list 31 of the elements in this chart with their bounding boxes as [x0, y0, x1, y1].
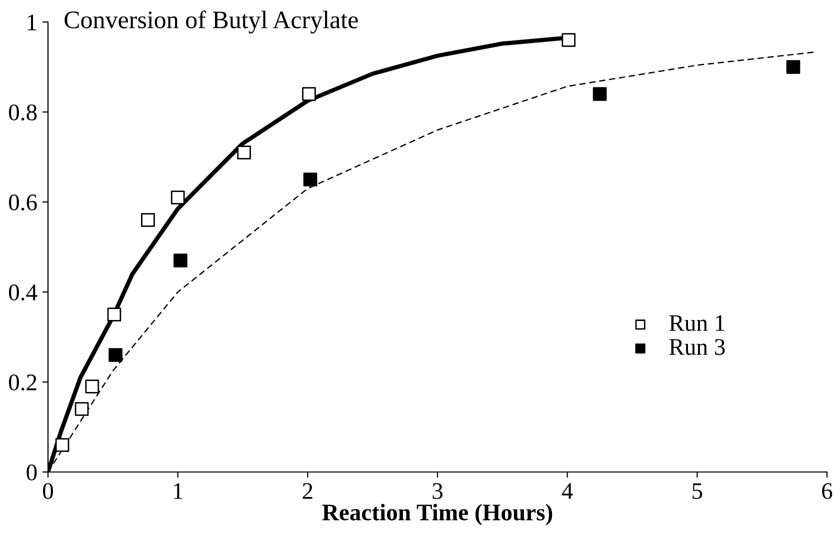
point — [237, 146, 251, 160]
legend-label: Run 3 — [669, 339, 725, 355]
point — [786, 60, 800, 74]
point — [302, 87, 316, 101]
point — [85, 380, 100, 394]
point — [108, 348, 122, 362]
y-tick-label: 0.8 — [8, 104, 37, 121]
point — [170, 190, 185, 204]
point — [303, 172, 318, 186]
point — [592, 87, 607, 101]
y-tick-label: 0 — [26, 464, 37, 480]
point — [562, 33, 576, 47]
x-tick-label: 3 — [432, 483, 442, 500]
x-tick-label: 2 — [302, 483, 312, 499]
x-tick-label: 0 — [42, 483, 54, 500]
y-tick-label: 0.6 — [8, 194, 37, 211]
y-tick-label: 1 — [28, 14, 36, 30]
legend-label: Run 1 — [669, 315, 724, 332]
x-tick-label: 1 — [174, 483, 182, 499]
x-tick-label: 4 — [562, 483, 573, 499]
x-axis-title: Reaction Time (Hours) — [322, 504, 552, 526]
y-tick-label: 0.2 — [8, 374, 36, 391]
point — [74, 402, 89, 416]
x-tick-label: 6 — [822, 483, 832, 500]
point — [55, 438, 70, 452]
point — [174, 254, 188, 268]
point — [141, 213, 155, 227]
y-tick-label: 0.4 — [8, 284, 38, 301]
point — [107, 308, 122, 322]
chart-title: Conversion of Butyl Acrylate — [64, 10, 358, 34]
x-tick-label: 5 — [692, 483, 702, 500]
